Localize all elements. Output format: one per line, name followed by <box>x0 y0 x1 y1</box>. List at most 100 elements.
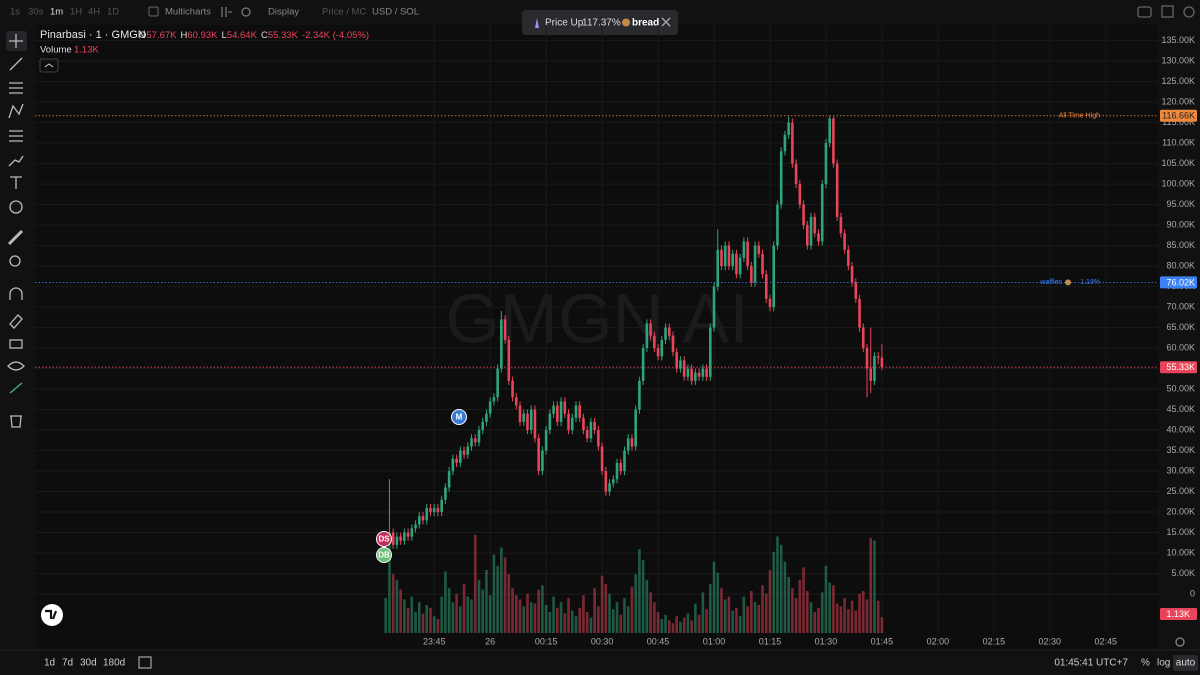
link-tool[interactable] <box>9 382 23 394</box>
projection-tool[interactable] <box>9 130 23 142</box>
volume-bar <box>742 596 746 633</box>
marker[interactable] <box>376 531 392 547</box>
marker[interactable] <box>451 409 467 425</box>
delete-tool[interactable] <box>10 415 22 428</box>
price-mc[interactable]: Price / MC <box>322 7 366 18</box>
candle-body <box>735 253 738 275</box>
indicator-icon[interactable] <box>221 7 232 17</box>
candle-body <box>406 532 410 537</box>
volume-bar <box>462 584 466 633</box>
volume-bar <box>731 610 734 633</box>
candle-body <box>682 360 686 377</box>
volume-bar <box>384 598 388 633</box>
magnet-tool[interactable] <box>9 287 23 300</box>
ohlc-value: 60.93K <box>187 30 218 41</box>
percent-toggle[interactable]: % <box>1141 658 1150 669</box>
candle-body <box>395 536 399 545</box>
y-tick-label: 80.00K <box>1166 260 1195 270</box>
calendar-icon[interactable] <box>138 656 152 669</box>
x-tick-label: 02:30 <box>1039 636 1062 646</box>
volume-bar <box>805 591 809 633</box>
candle-body <box>623 450 626 472</box>
interval[interactable]: 1s <box>10 7 20 18</box>
volume-bar <box>824 565 828 633</box>
volume-bar <box>436 619 440 633</box>
candle-body <box>611 479 615 484</box>
candle-body <box>462 450 466 455</box>
display[interactable]: Display <box>268 7 299 18</box>
text-tool[interactable] <box>10 176 22 189</box>
emoji-tool[interactable] <box>9 200 23 214</box>
auto-toggle[interactable]: auto <box>1176 658 1196 669</box>
currency[interactable]: USD / SOL <box>372 7 419 18</box>
multicharts[interactable]: Multicharts <box>165 7 211 18</box>
volume-bar <box>757 605 761 633</box>
brush-tool[interactable] <box>8 155 24 167</box>
candle-body <box>764 274 768 299</box>
volume-bar <box>526 593 529 633</box>
line-tool[interactable] <box>9 57 23 71</box>
interval[interactable]: 4H <box>88 7 100 18</box>
volume-bar <box>787 577 790 633</box>
crosshair-tool[interactable] <box>9 34 23 48</box>
range[interactable]: 7d <box>62 658 73 669</box>
price-badge <box>1160 361 1197 374</box>
range[interactable]: 30d <box>80 658 97 669</box>
volume-bar <box>563 613 567 633</box>
settings-icon[interactable] <box>241 7 251 17</box>
candle-body <box>802 204 805 226</box>
volume-value: 1.13K <box>74 45 99 56</box>
interval[interactable]: 30s <box>28 7 44 18</box>
volume-bar <box>440 596 443 633</box>
draw-lock-tool[interactable] <box>9 314 23 329</box>
volume-bar <box>839 606 843 633</box>
top-toolbar: 1s 30s 1m 1H 4H 1D Multicharts Display P… <box>10 5 1195 18</box>
marker[interactable] <box>376 547 392 563</box>
pattern-tool[interactable] <box>8 103 24 119</box>
auto-toggle-bg[interactable] <box>1173 655 1198 671</box>
x-tick-label: 01:00 <box>703 636 726 646</box>
visibility-tool[interactable] <box>7 361 25 371</box>
volume-bar <box>638 549 641 633</box>
volume-bar <box>399 589 402 633</box>
notification: Price Up 117.37% bread <box>522 10 678 35</box>
range[interactable]: 1d <box>44 658 55 669</box>
collapse-button[interactable] <box>39 58 59 73</box>
interval[interactable]: 1D <box>107 7 119 18</box>
volume-bar <box>667 620 671 633</box>
candle-body <box>503 319 507 340</box>
candle-body <box>626 438 630 451</box>
zoom-tool[interactable] <box>9 255 21 267</box>
candle-body <box>645 323 649 349</box>
candle-body <box>417 516 421 525</box>
range[interactable]: 180d <box>103 658 125 669</box>
candle-body <box>399 536 402 541</box>
ohlc-value: 57.67K <box>146 30 177 41</box>
volume-bar <box>876 600 880 633</box>
interval[interactable]: 1m <box>50 7 63 18</box>
fullscreen-icon[interactable] <box>1161 5 1174 18</box>
volume-bar <box>556 607 559 633</box>
camera-icon[interactable] <box>1137 6 1152 18</box>
volume-bars <box>384 535 884 633</box>
checkbox[interactable] <box>148 6 159 17</box>
log-toggle[interactable]: log <box>1157 658 1170 669</box>
candle-body <box>843 233 846 250</box>
candle-body <box>556 405 559 422</box>
fib-tool[interactable] <box>9 82 23 94</box>
y-tick-label: 45.00K <box>1166 404 1195 414</box>
candle-body <box>451 458 455 472</box>
candle-body <box>526 413 529 431</box>
axis-settings[interactable] <box>1175 637 1185 647</box>
lock-tool[interactable] <box>9 339 23 349</box>
candle-body <box>824 143 828 185</box>
settings-icon[interactable] <box>1183 6 1195 18</box>
volume-bar <box>813 612 817 633</box>
interval[interactable]: 1H <box>70 7 82 18</box>
close-icon[interactable] <box>661 17 671 27</box>
candle-body <box>608 483 611 492</box>
candle-body <box>817 233 820 242</box>
ruler-tool[interactable] <box>7 229 24 246</box>
candle-body <box>570 417 574 431</box>
y-tick-label: 10.00K <box>1166 547 1195 557</box>
